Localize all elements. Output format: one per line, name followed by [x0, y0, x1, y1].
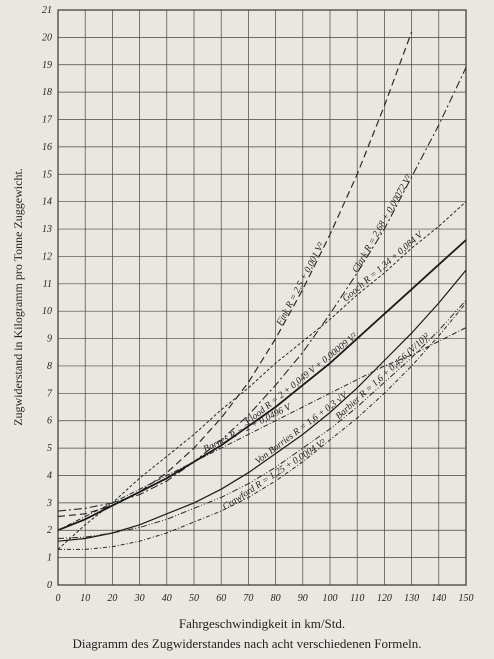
y-tick-label: 5	[47, 443, 52, 454]
y-tick-label: 21	[42, 5, 52, 16]
y-tick-label: 14	[42, 197, 52, 208]
x-tick-label: 110	[350, 593, 364, 604]
y-tick-label: 8	[47, 361, 52, 372]
caption: Diagramm des Zugwiderstandes nach acht v…	[72, 636, 421, 651]
y-tick-label: 4	[47, 470, 52, 481]
y-tick-label: 13	[42, 224, 52, 235]
x-tick-label: 30	[134, 593, 145, 604]
x-tick-label: 90	[298, 593, 308, 604]
y-tick-label: 10	[42, 306, 52, 317]
x-tick-label: 60	[216, 593, 226, 604]
series-line	[57, 269, 467, 542]
series-label: Clark R = 2,68 + 0,00072 V²	[351, 173, 414, 274]
y-tick-label: 12	[42, 251, 52, 262]
x-tick-label: 20	[107, 593, 117, 604]
x-tick-label: 10	[80, 593, 90, 604]
x-tick-label: 100	[323, 593, 338, 604]
x-tick-label: 70	[243, 593, 253, 604]
y-tick-label: 1	[47, 553, 52, 564]
plot-frame	[57, 9, 467, 586]
y-axis-label: Zugwiderstand in Kilogramm pro Tonne Zug…	[11, 168, 25, 426]
series-label: Fink R = 2,5 + 0,001 V²	[275, 241, 327, 328]
x-tick-label: 120	[377, 593, 392, 604]
y-tick-label: 11	[43, 279, 52, 290]
y-tick-label: 16	[42, 142, 52, 153]
y-tick-label: 18	[42, 87, 52, 98]
y-tick-label: 7	[47, 388, 53, 399]
y-tick-label: 3	[46, 498, 52, 509]
y-tick-label: 17	[42, 115, 53, 126]
series-line	[58, 302, 467, 550]
series-line	[57, 239, 467, 532]
series-line	[57, 67, 467, 512]
series-line	[57, 327, 467, 531]
x-tick-label: 50	[189, 593, 199, 604]
y-tick-label: 20	[42, 32, 52, 43]
x-tick-label: 40	[162, 593, 172, 604]
y-tick-label: 15	[42, 169, 52, 180]
series-line	[57, 201, 467, 550]
x-axis-label: Fahrgeschwindigkeit in km/Std.	[179, 616, 345, 631]
y-tick-label: 2	[47, 525, 52, 536]
x-tick-label: 150	[459, 593, 474, 604]
x-tick-label: 80	[271, 593, 281, 604]
y-tick-label: 0	[47, 580, 52, 591]
y-tick-label: 9	[47, 334, 52, 345]
x-tick-label: 140	[431, 593, 446, 604]
x-tick-label: 0	[56, 593, 61, 604]
x-tick-label: 130	[404, 593, 419, 604]
series-line	[57, 299, 467, 539]
y-tick-label: 6	[47, 416, 52, 427]
y-tick-label: 19	[42, 60, 52, 71]
